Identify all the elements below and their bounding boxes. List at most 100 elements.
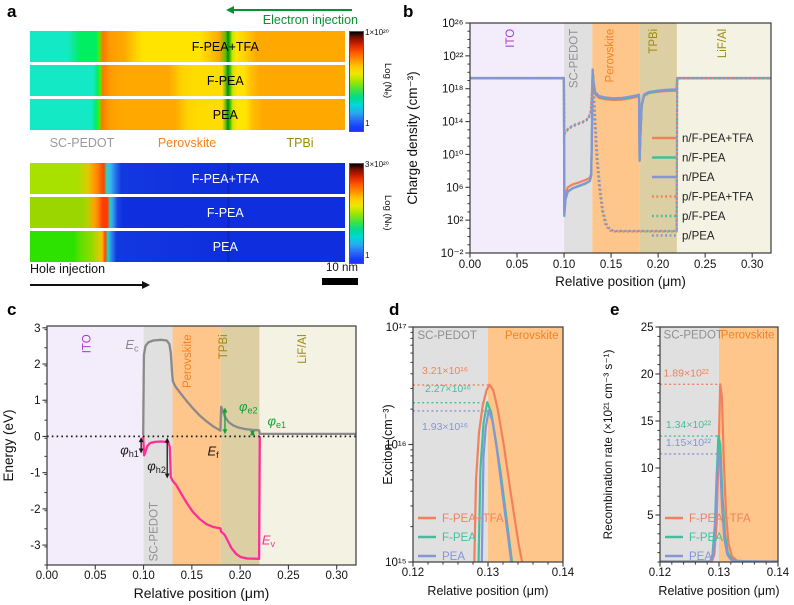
y-tick: -3	[30, 540, 40, 552]
x-tick: 0.20	[229, 570, 251, 582]
x-axis-label: Relative position (μm)	[134, 585, 270, 601]
y-axis-label: Energy (eV)	[1, 409, 16, 481]
region-label-perovskite: Perovskite	[505, 330, 559, 342]
heatmap-row-fpea-tfa: F-PEA+TFA	[30, 31, 345, 62]
x-tick: 0.10	[132, 570, 154, 582]
hole-injection-arrow	[30, 281, 150, 289]
panel-e-chart: 1.89×10²² 1.34×10²² 1.15×10²² 0.12 0.13 0.14 5…	[601, 322, 790, 598]
y-axis-label: Exciton (cm⁻³)	[381, 404, 395, 484]
x-axis-label: Relative position (μm)	[427, 584, 548, 598]
region-label-tpbi: TPBi	[648, 29, 660, 54]
x-tick: 0.14	[767, 567, 790, 579]
region-label-sc-pedot: SC-PEDOT	[418, 330, 477, 342]
hole-colorbar	[349, 163, 364, 264]
panel-d-chart: 3.21×10¹⁶ 2.27×10¹⁶ 1.93×10¹⁶ 0.12 0.13 0.14 1…	[381, 322, 575, 598]
x-tick: 0.13	[477, 567, 499, 579]
panel-c-label: c	[7, 300, 17, 319]
panel-a: Electron injection F-PEA+TFA F-PEA PEA 1…	[0, 0, 397, 295]
region-label-tpbi: TPBi	[218, 334, 230, 359]
y-tick: 0	[34, 431, 40, 443]
hole-injection-text: Hole injection	[30, 262, 106, 276]
region-perovskite	[172, 326, 221, 565]
y-tick: 20	[641, 369, 654, 381]
x-tick: 0.15	[600, 259, 622, 271]
guide-value: 3.21×10¹⁶	[422, 365, 468, 377]
layer-label-scpedot: SC-PEDOT	[49, 136, 115, 150]
region-label-perovskite: Perovskite	[604, 29, 616, 83]
row-label: F-PEA	[206, 73, 244, 88]
y-tick: 10¹⁸	[442, 84, 464, 96]
series-n-pea	[470, 68, 771, 217]
row-label: F-PEA+TFA	[191, 39, 259, 54]
y-tick: 10¹⁶	[385, 440, 407, 452]
annotation: Ef	[207, 443, 219, 460]
region-perovskite	[488, 327, 563, 562]
annotation: φh1	[120, 443, 139, 460]
series-ec	[142, 338, 356, 436]
legend-label-pea: PEA	[689, 551, 712, 563]
layer-label-tpbi: TPBi	[286, 136, 314, 150]
hole-density-heatmap: F-PEA+TFA F-PEA PEA	[30, 163, 345, 262]
heatmap-row-pea: PEA	[30, 231, 345, 262]
panel-e-label: e	[610, 300, 620, 319]
region-lif-al	[259, 326, 356, 565]
y-tick: 10¹⁰	[442, 149, 464, 161]
electron-density-heatmap: F-PEA+TFA F-PEA PEA	[30, 31, 345, 130]
panel-d-label: d	[389, 300, 400, 319]
panel-b-label: b	[403, 2, 414, 21]
y-tick: 10²	[447, 215, 464, 227]
annotation: φe2	[239, 399, 258, 416]
arrow-left-icon	[226, 6, 234, 14]
region-sc-pedot	[660, 327, 719, 562]
electron-injection-text: Electron injection	[262, 13, 358, 27]
y-tick: 10¹⁷	[386, 322, 407, 334]
legend-label-f-pea-tfa: F-PEA+TFA	[689, 513, 751, 525]
guide-value: 1.15×10²²	[666, 437, 712, 449]
heatmap-row-fpea-tfa: F-PEA+TFA	[30, 163, 345, 194]
x-tick: 0.00	[459, 259, 481, 271]
colorbar-label: Log (Nₕ)	[382, 194, 393, 231]
legend-label-p-f-pea-tfa: p/F-PEA+TFA	[682, 192, 754, 204]
region-perovskite	[719, 327, 778, 562]
row-label: F-PEA+TFA	[191, 171, 259, 186]
y-axis-label: Recombination rate (×10²¹ cm⁻³ s⁻¹)	[601, 350, 615, 540]
y-axis-label: Charge density (cm⁻³)	[405, 71, 420, 204]
row-label: PEA	[212, 239, 238, 254]
x-tick: 0.05	[84, 570, 106, 582]
colorbar-min-tick: 1	[365, 251, 370, 260]
x-tick: 0.12	[649, 567, 671, 579]
x-tick: 0.30	[741, 259, 763, 271]
y-tick: 1	[34, 395, 40, 407]
x-tick: 0.15	[181, 570, 203, 582]
y-tick: 10¹⁴	[442, 117, 464, 129]
region-sc-pedot	[413, 327, 488, 562]
heatmap-row-fpea: F-PEA	[30, 197, 345, 228]
legend-label-f-pea-tfa: F-PEA+TFA	[442, 513, 504, 525]
y-tick: 10⁻²	[441, 248, 464, 260]
x-tick: 0.12	[402, 567, 424, 579]
x-axis-label: Relative position (μm)	[555, 274, 686, 289]
region-label-lif-al: LiF/Al	[717, 29, 729, 58]
arrow-right-icon	[142, 281, 150, 289]
annotation: Ec	[125, 337, 139, 354]
guide-value: 2.27×10¹⁶	[425, 383, 471, 395]
region-label-sc-pedot: SC-PEDOT	[569, 29, 581, 88]
row-label: F-PEA	[206, 205, 244, 220]
region-ito	[470, 23, 565, 253]
region-lif-al	[676, 23, 771, 253]
series-ev	[142, 436, 261, 560]
y-tick: 5	[647, 510, 653, 522]
region-label-perovskite: Perovskite	[182, 334, 194, 388]
y-tick: 10⁶	[446, 182, 464, 194]
x-tick: 0.30	[325, 570, 347, 582]
y-tick: 3	[34, 323, 40, 335]
row-label: PEA	[212, 107, 238, 122]
series-pea	[480, 409, 513, 562]
legend-label-n-f-pea-tfa: n/F-PEA+TFA	[682, 133, 754, 145]
annotation: Ev	[262, 532, 276, 549]
legend-label-f-pea: F-PEA	[442, 532, 476, 544]
x-tick: 0.20	[647, 259, 669, 271]
y-tick: 10	[641, 463, 654, 475]
x-tick: 0.10	[553, 259, 575, 271]
x-tick: 0.25	[694, 259, 716, 271]
